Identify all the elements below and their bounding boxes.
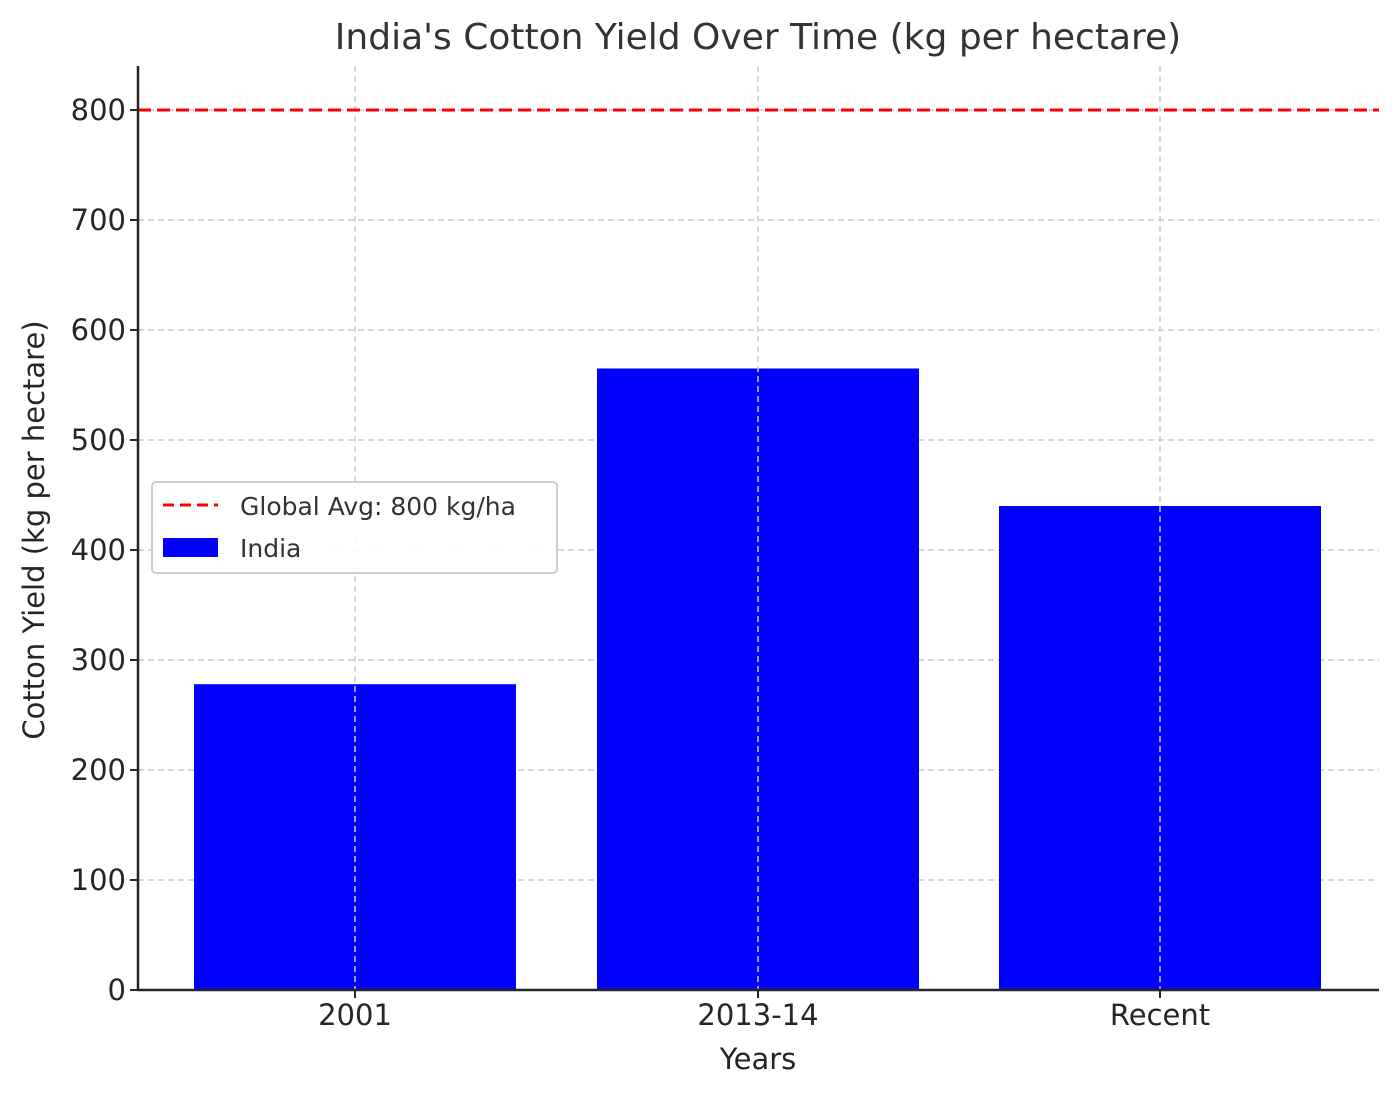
x-tick-label: Recent — [1110, 998, 1210, 1032]
y-tick-label: 400 — [71, 533, 126, 567]
y-axis-label: Cotton Yield (kg per hectare) — [17, 320, 51, 739]
legend-bar-swatch-icon — [163, 538, 218, 557]
legend-box — [151, 481, 558, 574]
y-tick-label: 700 — [71, 203, 126, 237]
legend: Global Avg: 800 kg/ha India — [151, 481, 558, 574]
x-tick-label: 2001 — [318, 998, 392, 1032]
y-tick-label: 300 — [71, 643, 126, 677]
y-tick-label: 800 — [71, 93, 126, 127]
chart-title: India's Cotton Yield Over Time (kg per h… — [335, 17, 1181, 58]
x-axis-label: Years — [719, 1042, 797, 1076]
y-tick-label: 100 — [71, 863, 126, 897]
legend-label-global-avg: Global Avg: 800 kg/ha — [240, 492, 516, 521]
x-tick-labels: 2001 2013-14 Recent — [318, 990, 1210, 1032]
y-tick-label: 200 — [71, 753, 126, 787]
legend-label-india: India — [240, 534, 301, 563]
x-tick-label: 2013-14 — [697, 998, 818, 1032]
y-tick-labels: 0 100 200 300 400 500 600 700 800 — [71, 93, 138, 1007]
y-tick-label: 0 — [108, 973, 126, 1007]
y-tick-label: 500 — [71, 423, 126, 457]
y-tick-label: 600 — [71, 313, 126, 347]
